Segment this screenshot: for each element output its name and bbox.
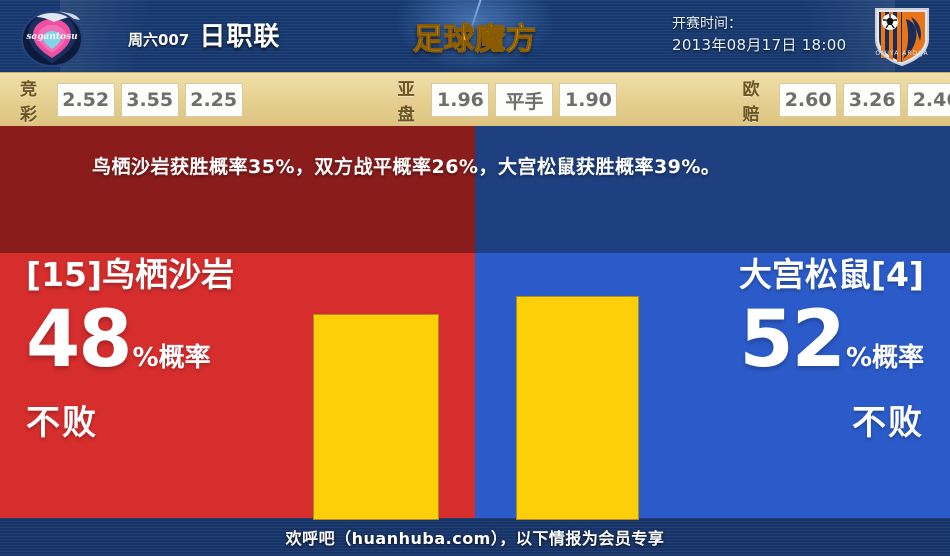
kickoff-label: 开赛时间：: [672, 16, 742, 32]
odds-group-jingcai: 竞彩 2.52 3.55 2.25: [20, 75, 243, 125]
odds-asian-handicap[interactable]: 平手: [495, 83, 554, 117]
away-outcome-label: 不败: [852, 403, 924, 443]
odds-european-draw[interactable]: 3.26: [843, 83, 902, 117]
odds-asian-home[interactable]: 1.96: [431, 83, 490, 117]
svg-text:OMIYA ARDIJA: OMIYA ARDIJA: [875, 50, 928, 57]
league-name: 日职联: [199, 22, 281, 52]
away-summary-band: [475, 126, 950, 253]
away-team-name: 大宫松鼠[4]: [738, 255, 924, 294]
footer-bar: 欢呼吧（huanhuba.com），以下情报为会员专享: [0, 518, 950, 556]
home-percent-suffix: %概率: [132, 343, 211, 373]
away-percent-suffix: %概率: [845, 343, 924, 373]
round-number: 周六007: [128, 31, 190, 49]
sagan-tosu-crest: sagantosu: [21, 11, 83, 67]
home-percent-value: 48: [26, 295, 133, 385]
kickoff-time: 2013年08月17日 18:00: [672, 36, 847, 54]
home-probability-bar: [313, 314, 439, 520]
odds-european-home[interactable]: 2.60: [779, 83, 838, 117]
away-percent-row: 52 %概率: [739, 301, 924, 379]
odds-jingcai-away[interactable]: 2.25: [184, 83, 243, 117]
home-summary-band: [0, 126, 475, 253]
svg-text:sagantosu: sagantosu: [26, 32, 78, 42]
home-outcome-label: 不败: [26, 403, 98, 443]
odds-group-european: 欧赔 2.60 3.26 2.46: [742, 75, 950, 125]
brand-logo-text: 足球魔方: [413, 14, 537, 58]
probability-summary: 鸟栖沙岩获胜概率35%，双方战平概率26%，大宫松鼠获胜概率39%。: [0, 126, 950, 253]
away-percent-value: 52: [739, 295, 846, 385]
away-team-block: 大宫松鼠[4] 52 %概率 不败: [739, 253, 924, 444]
brand-logo: 足球魔方: [395, 0, 555, 72]
odds-label-asian: 亚盘: [397, 80, 416, 125]
home-percent-row: 48 %概率: [26, 301, 234, 379]
odds-label-european: 欧赔: [742, 80, 761, 125]
odds-jingcai-home[interactable]: 2.52: [56, 83, 115, 117]
odds-group-asian: 亚盘 1.96 平手 1.90: [398, 75, 618, 125]
odds-bar: 竞彩 2.52 3.55 2.25 亚盘 1.96 平手 1.90 欧赔 2.6…: [0, 72, 950, 128]
probability-summary-text: 鸟栖沙岩获胜概率35%，双方战平概率26%，大宫松鼠获胜概率39%。: [92, 156, 721, 178]
footer-promo-text: 欢呼吧（huanhuba.com），以下情报为会员专享: [285, 529, 665, 548]
away-probability-bar: [516, 296, 639, 520]
header-bar: sagantosu 周六007 日职联 足球魔方 开赛时间： 2013年08月1…: [0, 0, 950, 72]
odds-label-jingcai: 竞彩: [20, 80, 38, 125]
kickoff-info: 开赛时间： 2013年08月17日 18:00: [672, 14, 846, 56]
odds-jingcai-draw[interactable]: 3.55: [120, 83, 179, 117]
match-heading: 周六007 日职联: [128, 16, 280, 53]
odds-european-away[interactable]: 2.46: [907, 83, 950, 117]
home-team-block: [15]鸟栖沙岩 48 %概率 不败: [26, 253, 234, 444]
home-team-name: [15]鸟栖沙岩: [26, 255, 235, 294]
omiya-ardija-crest: OMIYA ARDIJA: [875, 8, 929, 67]
odds-asian-away[interactable]: 1.90: [559, 83, 618, 117]
header-sheen-left: [60, 0, 210, 72]
